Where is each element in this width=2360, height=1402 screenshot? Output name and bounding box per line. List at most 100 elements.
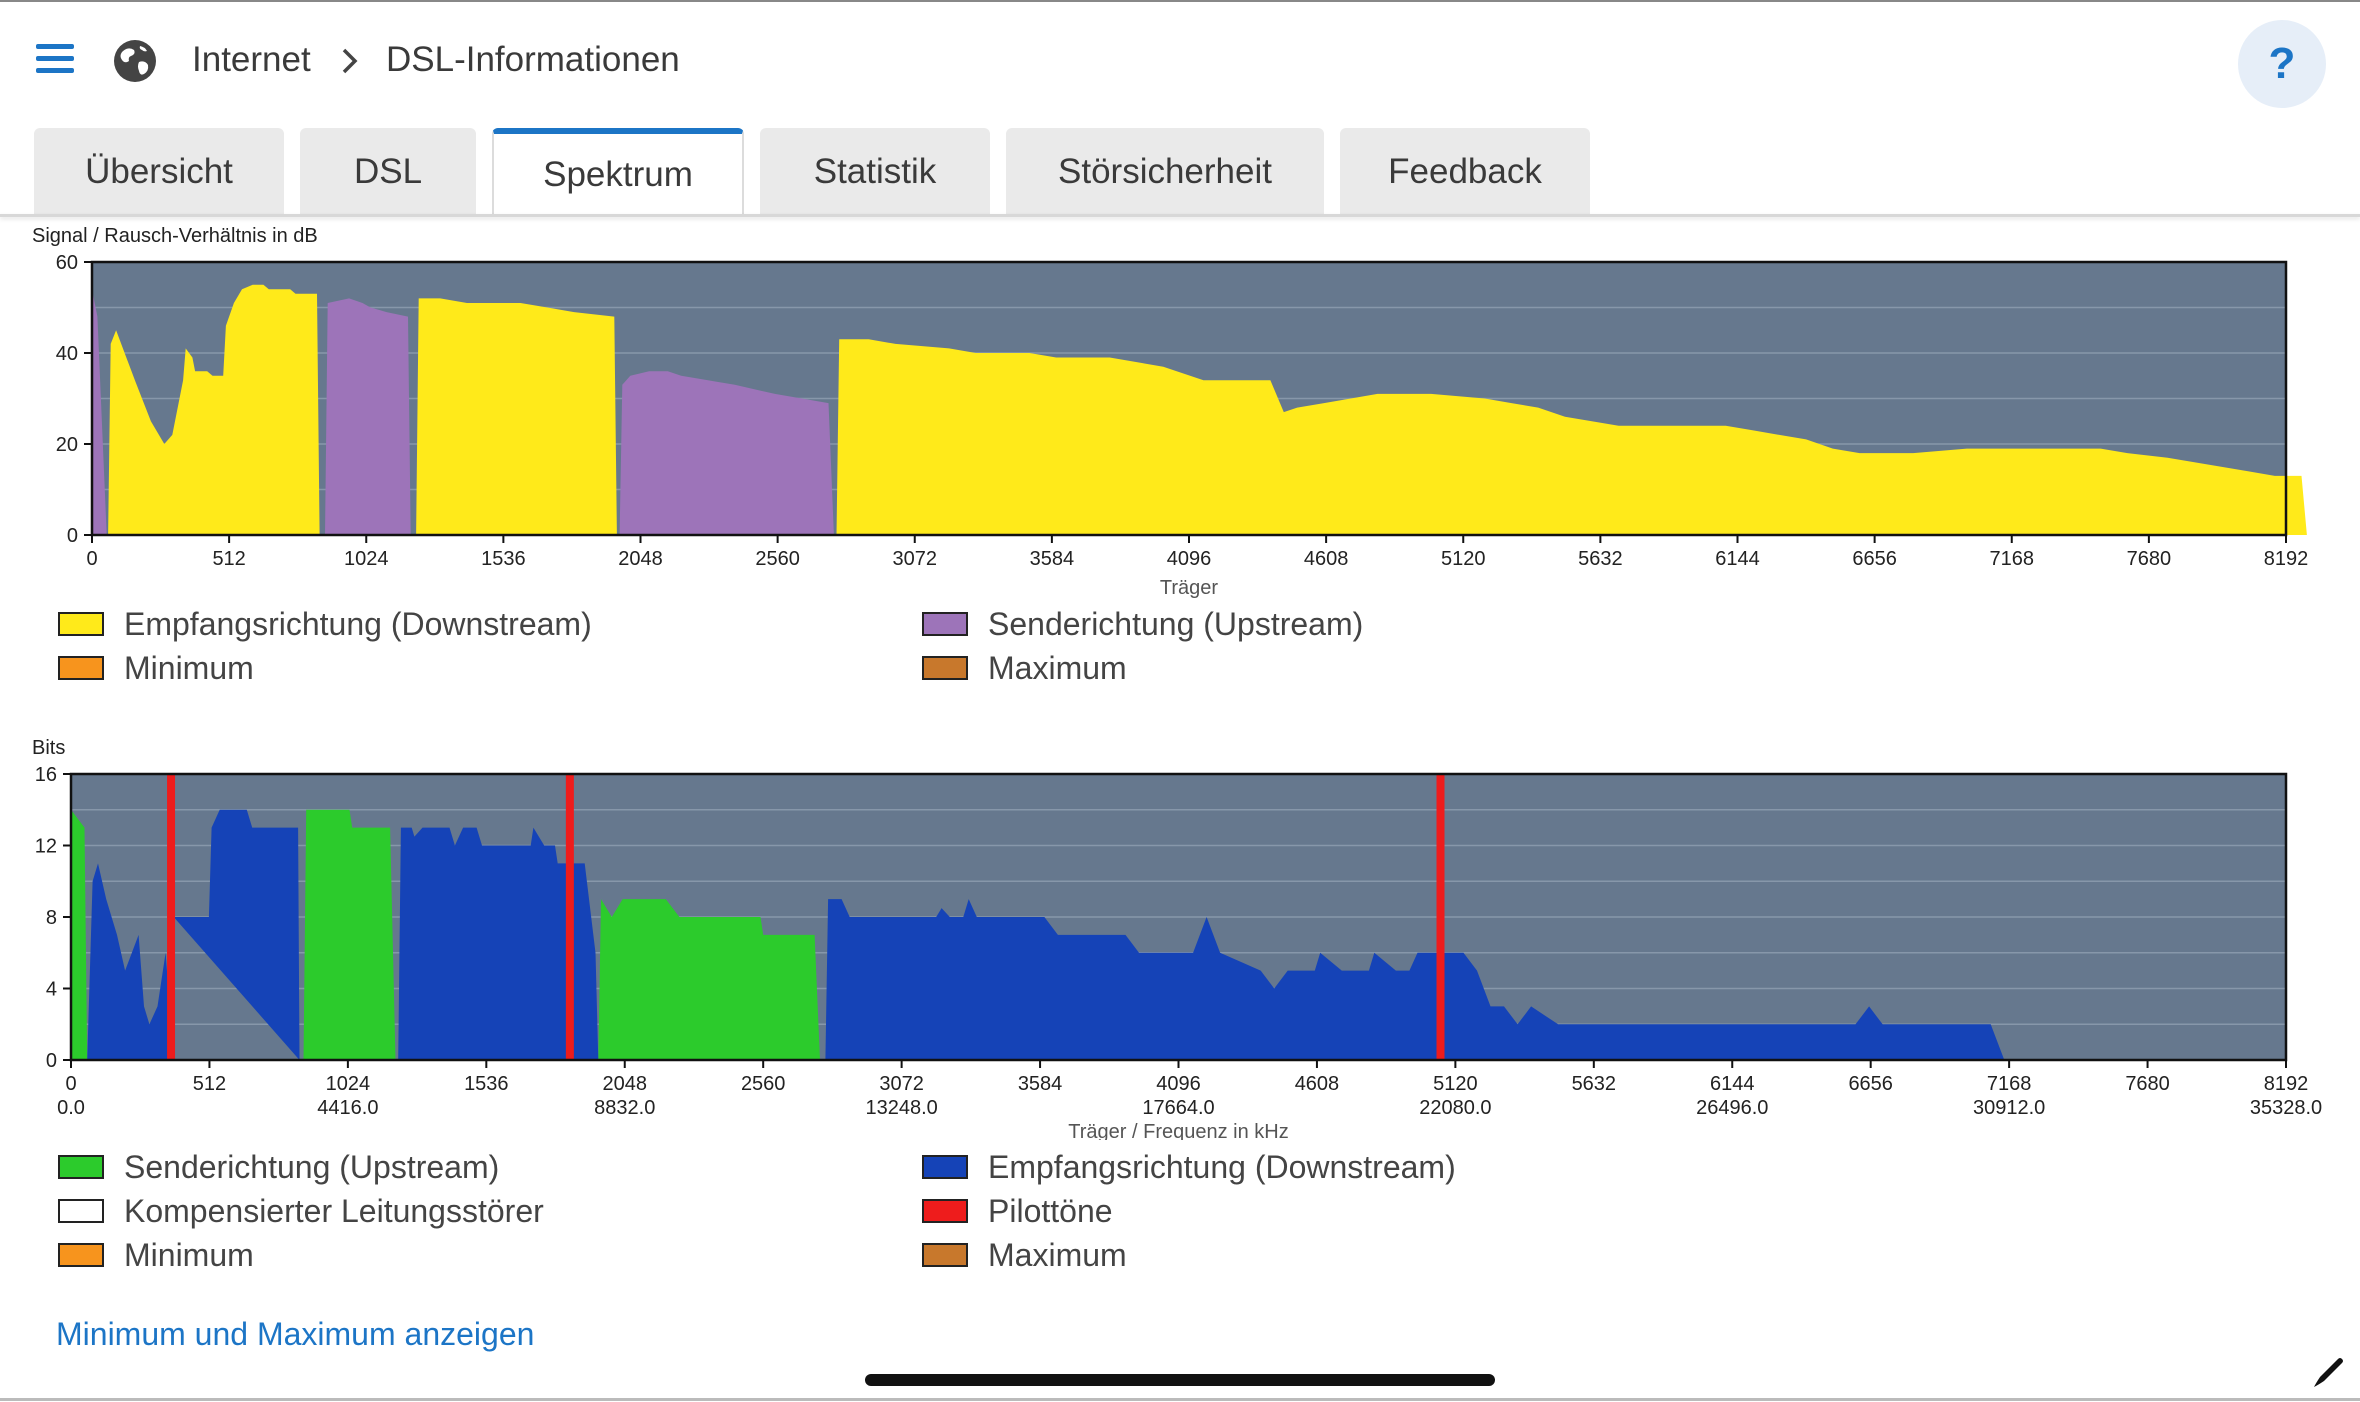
- y-tick-label: 0: [46, 1050, 57, 1072]
- legend-label: Pilottöne: [988, 1193, 1113, 1229]
- snr-chart: 0 20 40 60 0 512 1024 1536 2048 2560 3072 3584 4096 4…: [32, 225, 2309, 598]
- tab-statistik[interactable]: Statistik: [760, 128, 990, 216]
- y-tick-label: 16: [35, 764, 57, 786]
- x-tick-label: 1024: [326, 1073, 371, 1095]
- x-tick-label: 3584: [1030, 548, 1075, 570]
- tab-dsl[interactable]: DSL: [300, 128, 476, 216]
- x-tick-label: 7680: [2127, 548, 2172, 570]
- series-area: [71, 809, 88, 1060]
- y-tick-label: 40: [56, 343, 78, 365]
- series-area: [108, 284, 320, 535]
- x-tick-label: 2560: [741, 1073, 786, 1095]
- x-tick-label: 4608: [1304, 548, 1349, 570]
- x-tick-label: 6144: [1715, 548, 1760, 570]
- y-tick-label: 8: [46, 907, 57, 929]
- series-area: [619, 371, 834, 535]
- x-axis-title: Träger / Frequenz in kHz: [1068, 1121, 1288, 1140]
- help-button[interactable]: ?: [2238, 20, 2326, 108]
- legend-label: Empfangsrichtung (Downstream): [988, 1149, 1456, 1185]
- x-axis-title: Träger: [1160, 577, 1219, 598]
- x-tick-label: 1536: [464, 1073, 509, 1095]
- series-area: [416, 298, 617, 535]
- breadcrumb-root[interactable]: Internet: [192, 40, 311, 79]
- legend-label: Senderichtung (Upstream): [124, 1149, 500, 1185]
- x-freq-label: 17664.0: [1142, 1097, 1214, 1119]
- menu-icon[interactable]: [36, 44, 74, 74]
- y-tick-label: 0: [67, 525, 78, 547]
- x-tick-label: 6144: [1710, 1073, 1755, 1095]
- tab-stoersicherheit[interactable]: Störsicherheit: [1006, 128, 1324, 216]
- chevron-right-icon: [342, 48, 358, 74]
- x-freq-label: 8832.0: [594, 1097, 655, 1119]
- x-tick-label: 3072: [893, 548, 938, 570]
- x-tick-label: 512: [212, 548, 245, 570]
- series-area: [598, 899, 820, 1060]
- bits-chart: 0 4 8 12 16 0 512 1024 1536 2048 2560 3072 3584 4096 4…: [32, 737, 2322, 1140]
- legend-swatch: [58, 1243, 104, 1267]
- series-area: [836, 339, 2307, 535]
- tab-uebersicht[interactable]: Übersicht: [34, 128, 284, 216]
- series-area: [303, 809, 396, 1060]
- globe-icon: [114, 40, 156, 82]
- legend-swatch: [922, 1155, 968, 1179]
- legend-swatch: [58, 1199, 104, 1223]
- x-tick-label: 2048: [618, 548, 663, 570]
- legend-swatch: [922, 1199, 968, 1223]
- snr-legend: Empfangsrichtung (Downstream) Sendericht…: [0, 600, 2360, 700]
- legend-swatch: [58, 612, 104, 636]
- bits-legend: Senderichtung (Upstream) Empfangsrichtun…: [0, 1143, 2360, 1283]
- x-freq-label: 26496.0: [1696, 1097, 1768, 1119]
- x-tick-label: 5632: [1578, 548, 1623, 570]
- pilot-tone-marker: [1436, 774, 1445, 1060]
- series-area: [398, 827, 599, 1060]
- x-freq-label: 22080.0: [1419, 1097, 1491, 1119]
- x-tick-label: 6656: [1848, 1073, 1893, 1095]
- x-tick-label: 7168: [1990, 548, 2035, 570]
- x-tick-label: 8192: [2264, 548, 2309, 570]
- legend-label: Kompensierter Leitungsstörer: [124, 1193, 544, 1229]
- x-tick-label: 2048: [603, 1073, 648, 1095]
- x-tick-label: 7680: [2125, 1073, 2170, 1095]
- x-tick-label: 5120: [1441, 548, 1486, 570]
- legend-swatch: [922, 1243, 968, 1267]
- legend-label: Maximum: [988, 650, 1127, 686]
- series-area: [87, 863, 174, 1060]
- x-freq-label: 4416.0: [317, 1097, 378, 1119]
- pilot-tone-marker: [565, 774, 574, 1060]
- tab-feedback[interactable]: Feedback: [1340, 128, 1590, 216]
- x-freq-label: 0.0: [57, 1097, 85, 1119]
- legend-label: Minimum: [124, 1237, 254, 1273]
- series-area: [825, 899, 2005, 1060]
- top-border: [0, 0, 2360, 2]
- y-axis-title: Signal / Rausch-Verhältnis in dB: [32, 225, 318, 247]
- series-area: [173, 809, 300, 1060]
- help-icon: ?: [2268, 39, 2296, 88]
- x-tick-label: 6656: [1852, 548, 1897, 570]
- series-area: [92, 289, 107, 535]
- legend-label: Maximum: [988, 1237, 1127, 1273]
- tab-spektrum[interactable]: Spektrum: [492, 128, 744, 216]
- x-tick-label: 5632: [1572, 1073, 1617, 1095]
- legend-swatch: [922, 656, 968, 680]
- x-freq-label: 30912.0: [1973, 1097, 2045, 1119]
- legend-swatch: [58, 1155, 104, 1179]
- bottom-border: [0, 1398, 2360, 1401]
- x-tick-label: 1024: [344, 548, 389, 570]
- x-tick-label: 4608: [1295, 1073, 1340, 1095]
- y-tick-label: 60: [56, 252, 78, 274]
- series-area: [325, 298, 411, 535]
- home-indicator[interactable]: [865, 1374, 1495, 1386]
- x-tick-label: 1536: [481, 548, 526, 570]
- header-bar: Internet DSL-Informationen ?: [0, 0, 2360, 128]
- tab-divider: [0, 214, 2360, 217]
- x-tick-label: 8192: [2264, 1073, 2309, 1095]
- show-minmax-link[interactable]: Minimum und Maximum anzeigen: [56, 1316, 535, 1352]
- x-freq-label: 35328.0: [2250, 1097, 2322, 1119]
- pencil-icon[interactable]: [2310, 1355, 2346, 1391]
- x-tick-label: 0: [65, 1073, 76, 1095]
- x-tick-label: 4096: [1167, 548, 1212, 570]
- x-tick-label: 3072: [879, 1073, 924, 1095]
- legend-swatch: [58, 656, 104, 680]
- x-tick-label: 0: [86, 548, 97, 570]
- y-tick-label: 12: [35, 836, 57, 858]
